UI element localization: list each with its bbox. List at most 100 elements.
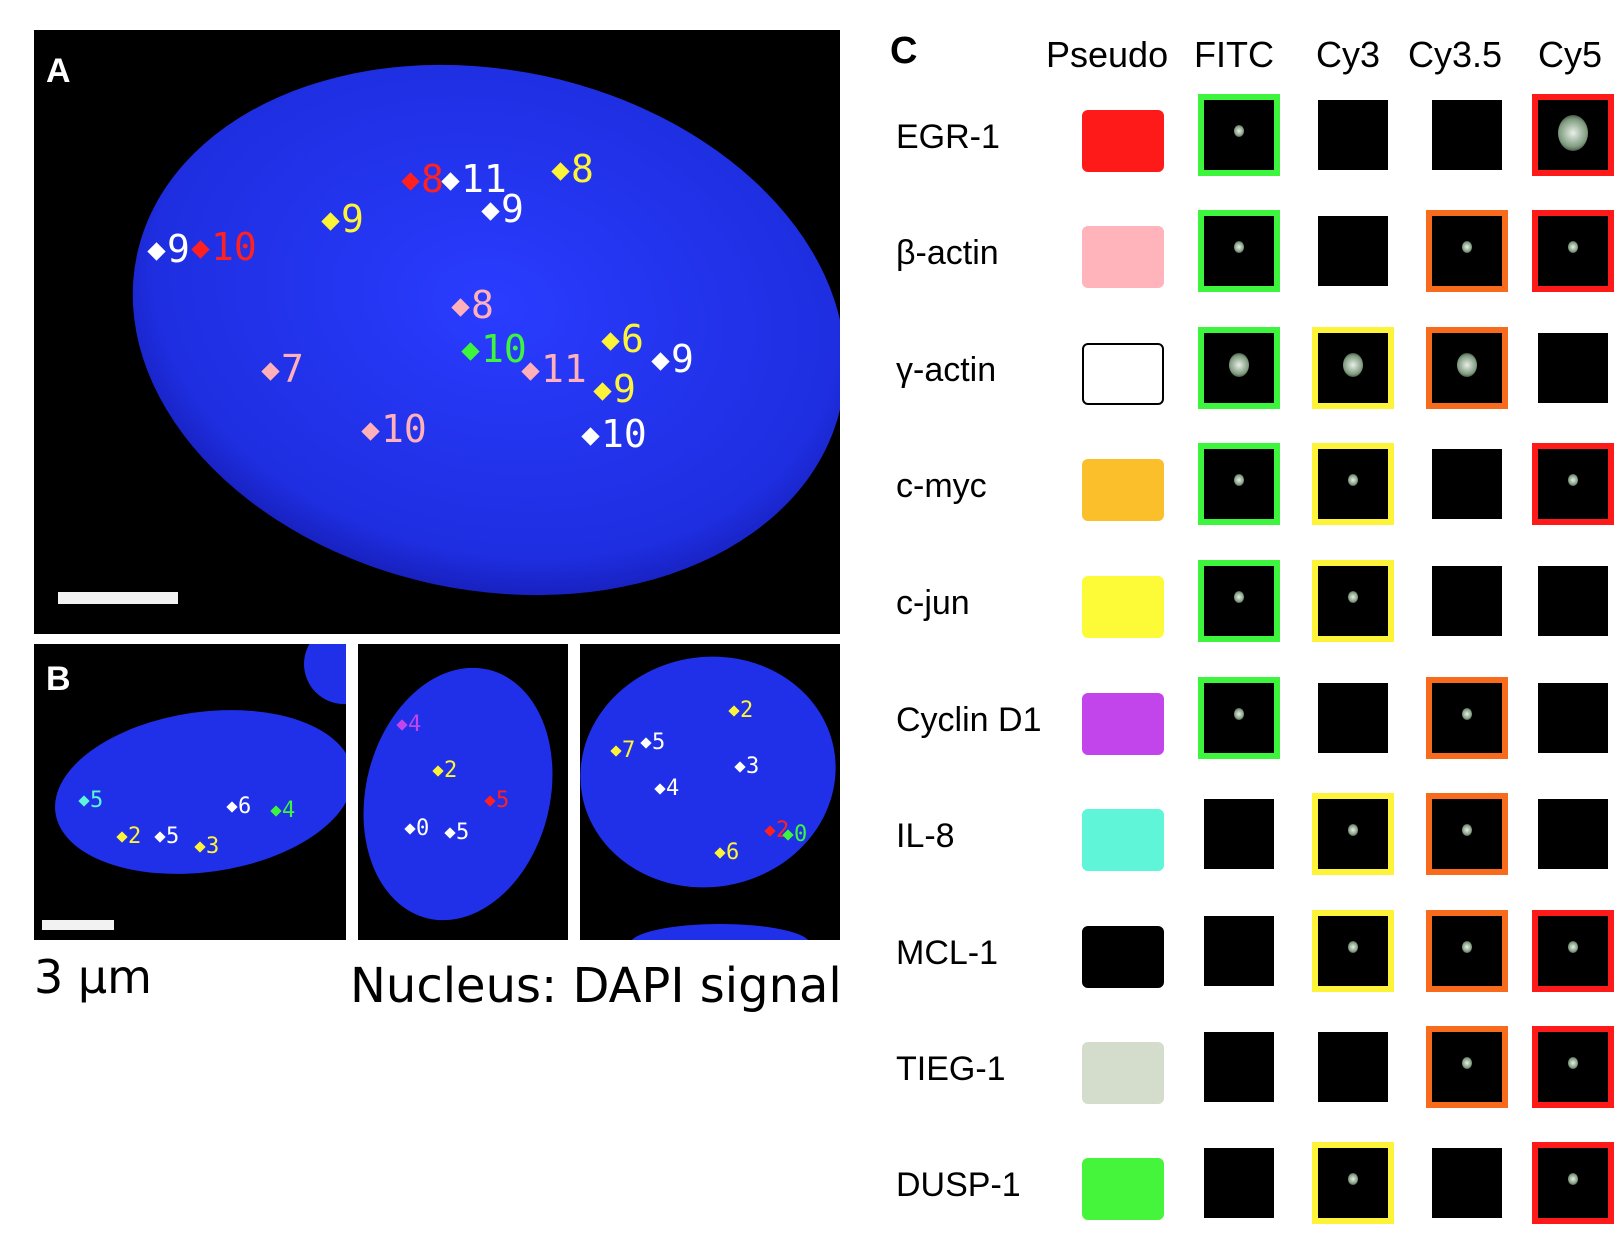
scale-bar-b	[42, 920, 114, 930]
marker-dot	[432, 765, 444, 777]
marker-dot	[764, 825, 776, 837]
channel-tile	[1532, 1026, 1614, 1108]
channel-tile	[1318, 1032, 1388, 1102]
marker-label: 0	[416, 816, 430, 841]
marker-label: 7	[622, 738, 636, 763]
marker-dot	[593, 382, 612, 401]
channel-tile	[1318, 100, 1388, 170]
marker-label: 11	[461, 157, 507, 201]
channel-tile	[1312, 793, 1394, 875]
signal-spot	[1348, 474, 1358, 486]
channel-tile	[1312, 443, 1394, 525]
panel-a-marker: 9	[147, 230, 190, 268]
marker-dot	[551, 162, 570, 181]
signal-spot	[1343, 353, 1363, 377]
marker-dot	[441, 172, 460, 191]
channel-tile	[1538, 799, 1608, 869]
marker-dot	[401, 172, 420, 191]
marker-dot	[261, 362, 280, 381]
panel-a-marker: 9	[481, 190, 524, 228]
channel-tile	[1204, 1032, 1274, 1102]
channel-tile	[1532, 1142, 1614, 1224]
marker-label: 2	[444, 758, 458, 783]
signal-spot	[1234, 708, 1244, 720]
channel-tile	[1204, 799, 1274, 869]
panel-a-image: A 9 10 8 11 9 8 9 8 7 10 11 6 9 9 10 10	[34, 30, 840, 634]
marker-label: 5	[652, 730, 666, 755]
channel-tile	[1538, 333, 1608, 403]
panel-b-marker: 4	[396, 712, 422, 737]
channel-tile	[1432, 1148, 1502, 1218]
marker-label: 4	[408, 712, 422, 737]
panel-b-marker: 3	[734, 754, 760, 779]
panel-a-marker: 11	[521, 350, 587, 388]
column-header-cy3: Cy3	[1316, 34, 1381, 75]
signal-spot	[1462, 941, 1472, 953]
channel-tile	[1204, 916, 1274, 986]
signal-spot	[1348, 824, 1358, 836]
marker-label: 5	[456, 820, 470, 845]
marker-label: 6	[238, 794, 252, 819]
gene-label: IL-8	[896, 817, 955, 855]
marker-dot	[734, 761, 746, 773]
marker-dot	[154, 831, 166, 843]
signal-spot	[1568, 941, 1578, 953]
marker-dot	[404, 823, 416, 835]
marker-dot	[521, 362, 540, 381]
gene-label: c-myc	[896, 467, 987, 505]
marker-label: 5	[496, 788, 510, 813]
marker-dot	[654, 783, 666, 795]
panel-a-marker: 10	[191, 225, 257, 269]
channel-tile	[1198, 443, 1280, 525]
marker-dot	[610, 745, 622, 757]
panel-b-marker: 4	[270, 800, 295, 822]
channel-tile	[1426, 793, 1508, 875]
marker-label: 2	[740, 698, 754, 723]
marker-dot	[640, 737, 652, 749]
pseudo-color-swatch	[1082, 809, 1164, 871]
channel-tile	[1532, 443, 1614, 525]
marker-dot	[444, 827, 456, 839]
pseudo-color-swatch	[1082, 343, 1164, 405]
gene-label: β-actin	[896, 234, 999, 272]
channel-tile	[1432, 449, 1502, 519]
panel-b-marker: 5	[78, 790, 103, 812]
panel-a-marker: 6	[601, 320, 644, 358]
panel-b-marker: 4	[654, 778, 679, 800]
pseudo-color-swatch	[1082, 1042, 1164, 1104]
pseudo-color-swatch	[1082, 459, 1164, 521]
marker-dot	[270, 805, 282, 817]
marker-label: 3	[746, 754, 760, 779]
gene-label: DUSP-1	[896, 1166, 1021, 1204]
marker-dot	[581, 427, 600, 446]
marker-label: 8	[471, 283, 494, 327]
channel-tile	[1198, 560, 1280, 642]
signal-spot	[1462, 708, 1472, 720]
panel-b-marker: 3	[194, 836, 219, 858]
signal-spot	[1568, 1057, 1578, 1069]
signal-spot	[1558, 115, 1588, 151]
marker-dot	[194, 841, 206, 853]
channel-tile	[1532, 94, 1614, 176]
marker-label: 9	[613, 367, 636, 411]
panel-b-marker: 2	[432, 758, 458, 783]
marker-dot	[484, 795, 496, 807]
panel-b-marker: 2	[116, 826, 141, 848]
panel-b-image-1: B	[34, 644, 346, 940]
marker-label: 8	[571, 147, 594, 191]
panel-b-marker: 5	[154, 826, 179, 848]
nucleus-b1	[55, 644, 346, 874]
column-header-fitc: FITC	[1194, 34, 1274, 75]
channel-tile	[1426, 210, 1508, 292]
channel-tile	[1312, 560, 1394, 642]
channel-tile	[1198, 210, 1280, 292]
marker-label: 10	[211, 225, 257, 269]
marker-dot	[321, 212, 340, 231]
channel-tile	[1426, 910, 1508, 992]
panel-b-marker: 0	[404, 816, 430, 841]
panel-a-marker: 9	[593, 367, 636, 411]
panel-b-letter: B	[46, 660, 71, 698]
marker-dot	[78, 795, 90, 807]
panel-b-marker: 2	[728, 698, 754, 723]
signal-spot	[1568, 474, 1578, 486]
